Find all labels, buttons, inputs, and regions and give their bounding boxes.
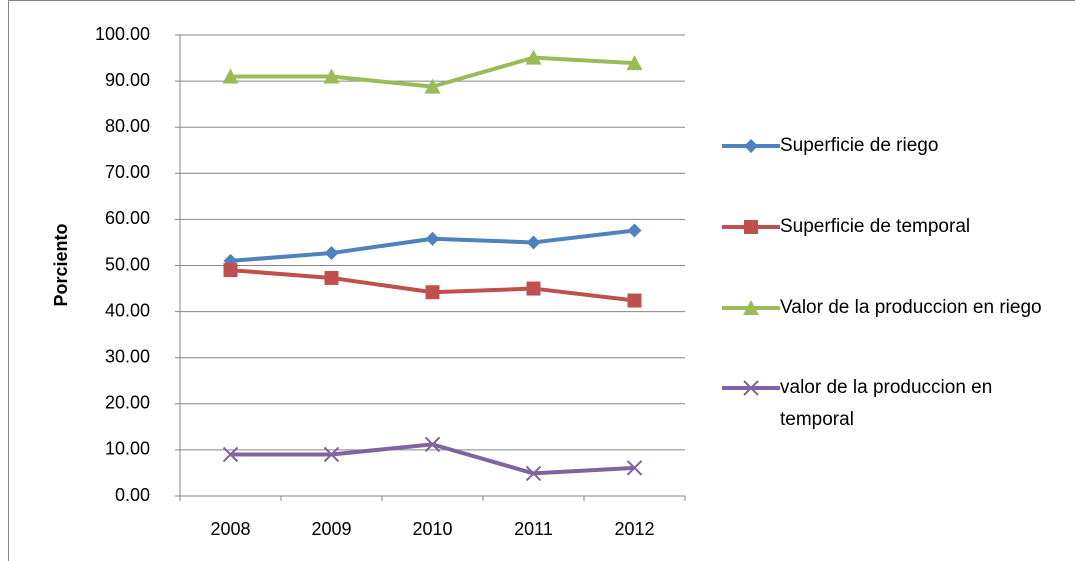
chart-border [8,0,1075,561]
x-tick-label: 2010 [412,519,452,539]
x-tick-label: 2011 [514,519,553,539]
legend-swatch [722,139,780,153]
marker [222,68,239,84]
y-tick-label: 40.00 [105,300,150,320]
marker [425,231,440,246]
marker [526,281,541,296]
x-tick-label: 2009 [311,519,351,539]
legend-entry: Superficie de riego [722,130,1062,162]
y-tick-label: 50.00 [105,254,150,274]
y-tick-label: 100.00 [95,24,150,44]
x-tick-label: 2012 [614,519,654,539]
y-tick-label: 10.00 [105,439,150,459]
marker [626,460,643,476]
marker [744,220,758,234]
marker [626,55,643,71]
marker [323,446,340,463]
marker [323,68,340,84]
marker [424,78,441,94]
y-axis-title: Porciento [51,223,71,306]
series [222,436,643,482]
legend-label: Superficie de riego [780,135,939,156]
y-tick-label: 70.00 [105,162,150,182]
legend-swatch [722,380,780,396]
line [230,442,635,476]
marker [743,300,759,315]
series [223,263,642,308]
x-tick-label: 2008 [210,519,250,539]
marker [744,139,758,153]
y-tick-label: 0.00 [115,485,150,505]
marker [627,293,642,308]
marker [627,223,642,238]
marker [222,446,239,463]
legend-entry: Superficie de temporal [722,211,1062,243]
y-tick-label: 90.00 [105,70,150,90]
marker [223,263,238,278]
legend-swatch [722,300,780,315]
legend-label: Valor de la produccion en riego [780,297,1042,318]
marker [425,285,440,300]
marker [324,246,339,261]
legend-label: valor de la produccion en temporal [780,377,993,430]
legend-entry: Valor de la produccion en riego [722,292,1062,324]
legend-swatch [722,220,780,234]
legend-entry: valor de la produccion en temporal [722,372,1062,436]
marker [324,270,339,285]
marker [424,436,441,453]
y-tick-label: 20.00 [105,393,150,413]
marker [743,380,759,396]
legend-label: Superficie de temporal [780,216,971,237]
series [223,223,642,268]
y-tick-label: 30.00 [105,346,150,366]
y-tick-label: 60.00 [105,208,150,228]
marker [525,49,542,65]
marker [525,465,542,482]
y-tick-label: 80.00 [105,116,150,136]
series [222,49,643,94]
marker [526,235,541,250]
